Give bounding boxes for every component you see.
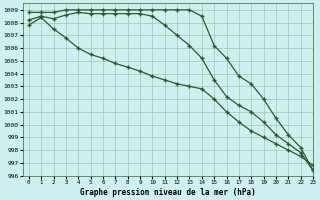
X-axis label: Graphe pression niveau de la mer (hPa): Graphe pression niveau de la mer (hPa) (80, 188, 256, 197)
